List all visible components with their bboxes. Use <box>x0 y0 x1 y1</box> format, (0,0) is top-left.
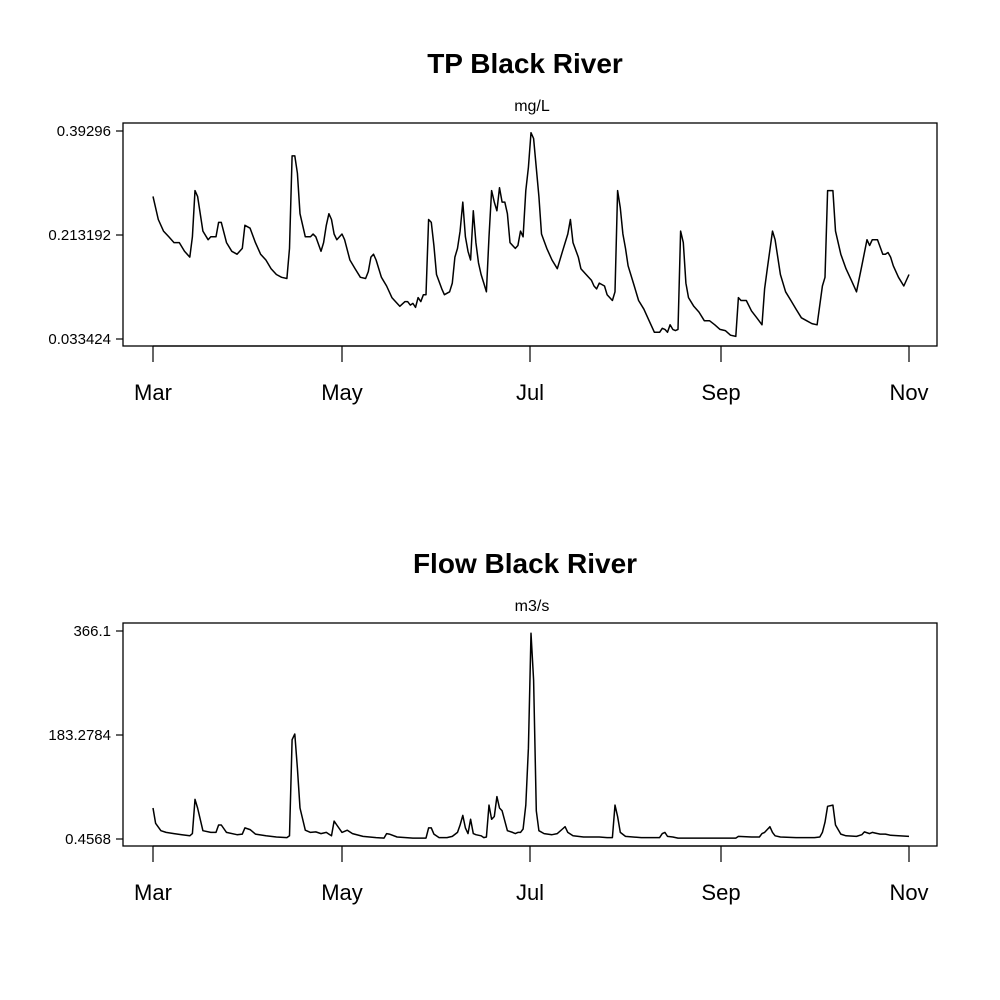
chart-title-flow: Flow Black River <box>413 548 637 579</box>
series-line-tp <box>152 131 910 338</box>
x-axis-tp: Mar May Jul Sep Nov <box>134 345 929 405</box>
x-tick-label-flow-1: May <box>321 880 363 905</box>
chart-panel-tp: TP Black River mg/L 0.39296 0.213192 0.0… <box>48 48 938 405</box>
chart-unit-tp: mg/L <box>514 98 550 115</box>
series-line-flow <box>152 632 910 839</box>
x-tick-label-flow-4: Nov <box>889 880 928 905</box>
x-tick-label-tp-1: May <box>321 380 363 405</box>
x-tick-label-flow-0: Mar <box>134 880 172 905</box>
x-tick-label-tp-4: Nov <box>889 380 928 405</box>
y-tick-label-flow-1: 183.2784 <box>48 727 111 744</box>
x-tick-label-flow-3: Sep <box>701 880 740 905</box>
y-tick-label-flow-2: 0.4568 <box>65 831 111 848</box>
plot-frame-tp <box>122 122 938 347</box>
x-tick-label-flow-2: Jul <box>516 880 544 905</box>
chart-unit-flow: m3/s <box>515 598 550 615</box>
x-tick-label-tp-0: Mar <box>134 380 172 405</box>
y-tick-label-flow-0: 366.1 <box>73 623 111 640</box>
x-tick-label-tp-2: Jul <box>516 380 544 405</box>
chart-panel-flow: Flow Black River m3/s 366.1 183.2784 0.4… <box>48 548 938 905</box>
y-tick-label-tp-0: 0.39296 <box>57 123 111 140</box>
y-axis-flow: 366.1 183.2784 0.4568 <box>48 623 123 848</box>
chart-title-tp: TP Black River <box>427 48 623 79</box>
y-tick-label-tp-2: 0.033424 <box>48 331 111 348</box>
x-axis-flow: Mar May Jul Sep Nov <box>134 845 929 905</box>
x-tick-label-tp-3: Sep <box>701 380 740 405</box>
y-axis-tp: 0.39296 0.213192 0.033424 <box>48 123 123 348</box>
y-tick-label-tp-1: 0.213192 <box>48 227 111 244</box>
